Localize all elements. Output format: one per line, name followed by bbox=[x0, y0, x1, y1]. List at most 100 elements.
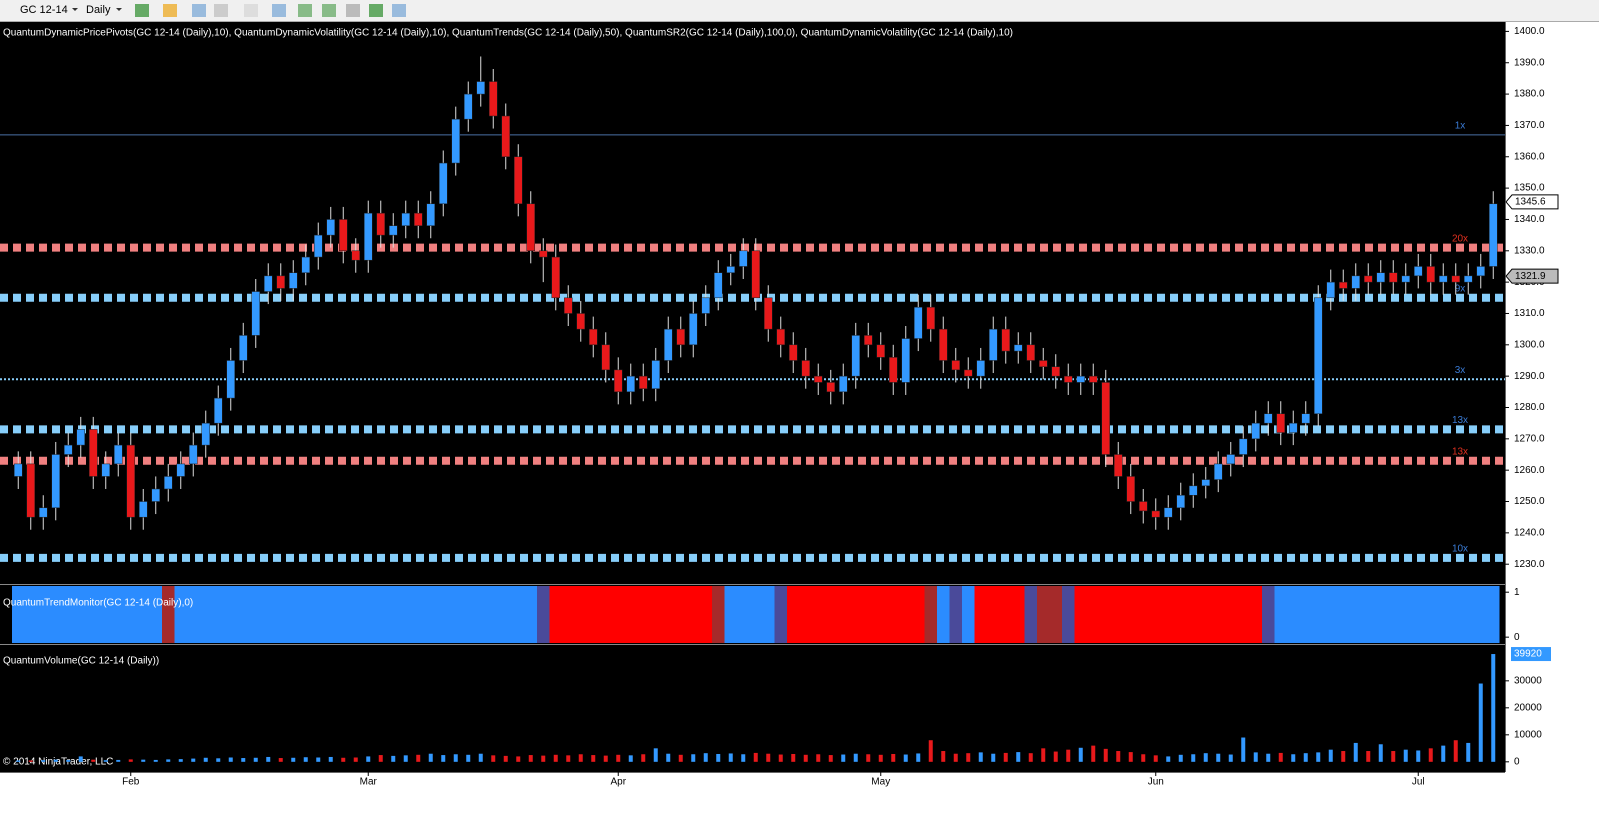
volume-bar bbox=[753, 752, 758, 762]
dollar-button[interactable] bbox=[369, 4, 383, 17]
candle-body bbox=[939, 328, 948, 361]
period-select[interactable]: Daily bbox=[86, 4, 111, 16]
trend-segment bbox=[1062, 586, 1075, 643]
dropdown-arrow[interactable] bbox=[116, 8, 122, 11]
candle-body bbox=[1276, 413, 1285, 433]
volume-bar bbox=[1266, 753, 1271, 762]
zoom-out-button[interactable] bbox=[214, 4, 228, 17]
candle-body bbox=[139, 501, 148, 518]
volume-bar bbox=[216, 758, 221, 762]
price-marker bbox=[1505, 268, 1559, 284]
y-tick-label: 1270.0 bbox=[1514, 433, 1545, 444]
trend-segment bbox=[937, 586, 950, 643]
volume-bar bbox=[16, 760, 21, 762]
volume-bar bbox=[528, 755, 533, 762]
volume-bar bbox=[316, 757, 321, 762]
volume-bar bbox=[1353, 742, 1358, 762]
chart-style-button[interactable] bbox=[135, 4, 149, 17]
y-tick-label: 1350.0 bbox=[1514, 183, 1545, 194]
candle-body bbox=[876, 344, 885, 358]
candle-body bbox=[476, 81, 485, 95]
indicator-list: QuantumDynamicPricePivots(GC 12-14 (Dail… bbox=[3, 28, 1013, 39]
trend-segment bbox=[924, 586, 937, 643]
draw-button[interactable] bbox=[163, 4, 177, 17]
instrument-select[interactable]: GC 12-14 bbox=[20, 4, 68, 16]
candle-body bbox=[1314, 297, 1323, 415]
candle-body bbox=[1351, 275, 1360, 289]
candle-body bbox=[401, 212, 410, 226]
volume-bar bbox=[153, 759, 158, 762]
trend-segment bbox=[724, 586, 775, 643]
volume-bar bbox=[428, 753, 433, 762]
indicators-button[interactable] bbox=[298, 4, 312, 17]
toolbar-icons bbox=[135, 4, 406, 17]
volume-bar bbox=[28, 760, 33, 762]
search-button[interactable] bbox=[272, 4, 286, 17]
template-button[interactable] bbox=[346, 4, 360, 17]
candle-body bbox=[1401, 275, 1410, 283]
candle-body bbox=[451, 118, 460, 164]
volume-bar bbox=[241, 758, 246, 762]
volume-bar bbox=[266, 756, 271, 762]
volume-bar bbox=[1203, 753, 1208, 762]
candle-body bbox=[776, 328, 785, 346]
candle-body bbox=[789, 344, 798, 361]
y-tick-label: 1380.0 bbox=[1514, 89, 1545, 100]
candle-body bbox=[1301, 413, 1310, 424]
candle-body bbox=[276, 275, 285, 289]
candle-body bbox=[1289, 422, 1298, 433]
volume-bar bbox=[278, 758, 283, 762]
volume-bar bbox=[541, 755, 546, 762]
strategies-button[interactable] bbox=[322, 4, 336, 17]
candle-body bbox=[864, 335, 873, 346]
candle-body bbox=[701, 297, 710, 314]
volume-bar bbox=[353, 757, 358, 762]
candle-body bbox=[514, 156, 523, 205]
candle-body bbox=[39, 507, 48, 518]
volume-bar bbox=[1091, 745, 1096, 762]
volume-bar bbox=[1341, 751, 1346, 762]
volume-bar bbox=[1066, 749, 1071, 762]
candle-body bbox=[101, 463, 110, 477]
candle-body bbox=[51, 454, 60, 509]
volume-bar bbox=[853, 753, 858, 762]
dropdown-arrow[interactable] bbox=[72, 8, 78, 11]
volume-bar bbox=[403, 755, 408, 762]
candle-body bbox=[576, 313, 585, 330]
volume-bar bbox=[1153, 755, 1158, 762]
cursor-button[interactable] bbox=[244, 4, 258, 17]
toolbar bbox=[0, 0, 1599, 22]
y-tick-label: 30000 bbox=[1514, 675, 1542, 686]
volume-bar bbox=[1103, 748, 1108, 762]
volume-bar bbox=[128, 759, 133, 762]
volume-bar bbox=[328, 756, 333, 762]
candle-body bbox=[889, 357, 898, 383]
volume-bar bbox=[391, 755, 396, 762]
volume-bar bbox=[453, 754, 458, 762]
y-tick-label: 1240.0 bbox=[1514, 527, 1545, 538]
zoom-in-button[interactable] bbox=[192, 4, 206, 17]
candle-body bbox=[1489, 203, 1498, 267]
volume-bar bbox=[1053, 751, 1058, 762]
candle-body bbox=[214, 397, 223, 424]
price-marker-label: 1321.9 bbox=[1515, 271, 1546, 282]
volume-bar bbox=[1316, 752, 1321, 762]
volume-bar bbox=[41, 760, 46, 762]
candle-body bbox=[1264, 413, 1273, 424]
candle-body bbox=[501, 115, 510, 158]
volume-bar bbox=[578, 754, 583, 762]
candle-body bbox=[989, 328, 998, 361]
volume-bar bbox=[78, 756, 83, 762]
candle-body bbox=[339, 219, 348, 252]
trend-segment bbox=[12, 586, 162, 643]
y-tick-label: 1 bbox=[1514, 587, 1520, 598]
candle-body bbox=[301, 256, 310, 273]
volume-bar bbox=[116, 759, 121, 762]
volume-bar bbox=[1491, 654, 1496, 762]
y-tick-label: 1260.0 bbox=[1514, 465, 1545, 476]
candle-body bbox=[826, 382, 835, 393]
price-marker-label: 1345.6 bbox=[1515, 197, 1546, 208]
properties-button[interactable] bbox=[392, 4, 406, 17]
volume-bar bbox=[1003, 752, 1008, 762]
